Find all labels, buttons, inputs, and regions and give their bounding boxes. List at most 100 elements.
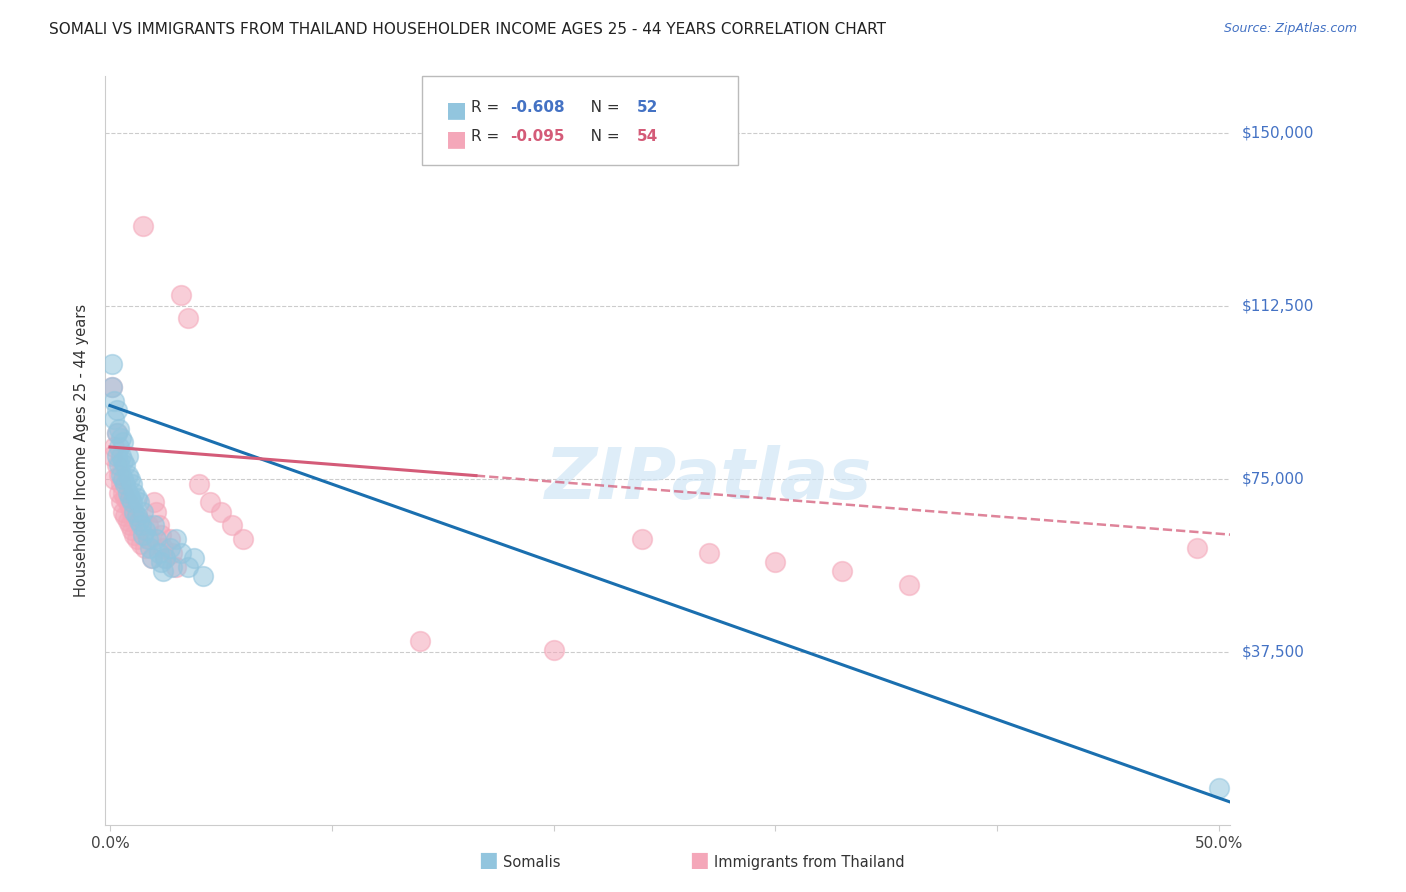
Point	[165, 533, 187, 547]
Text: $112,500: $112,500	[1241, 299, 1313, 314]
Point	[118, 518, 141, 533]
Point	[191, 569, 214, 583]
Point	[409, 633, 432, 648]
Point	[121, 504, 143, 518]
Text: $150,000: $150,000	[1241, 126, 1313, 141]
Point	[139, 533, 162, 547]
Point	[103, 440, 125, 454]
Point	[1208, 781, 1230, 796]
Point	[124, 527, 146, 541]
Point	[136, 518, 159, 533]
Text: $75,000: $75,000	[1241, 472, 1305, 487]
Point	[121, 495, 143, 509]
Point	[107, 458, 129, 473]
Point	[105, 403, 128, 417]
Point	[198, 495, 221, 509]
Point	[101, 449, 124, 463]
Point	[105, 458, 128, 473]
Point	[117, 449, 139, 463]
Point	[187, 476, 209, 491]
Point	[118, 491, 141, 505]
Point	[125, 509, 148, 524]
Text: $37,500: $37,500	[1241, 645, 1305, 660]
Point	[105, 426, 128, 441]
Text: ZIPatlas: ZIPatlas	[546, 445, 873, 514]
Point	[101, 357, 124, 371]
Text: Immigrants from Thailand: Immigrants from Thailand	[714, 855, 905, 870]
Point	[149, 527, 172, 541]
Point	[129, 537, 152, 551]
Point	[232, 533, 254, 547]
Point	[105, 426, 128, 441]
Point	[114, 491, 136, 505]
Point	[143, 495, 166, 509]
Point	[125, 509, 148, 524]
Text: -0.095: -0.095	[510, 129, 565, 145]
Point	[148, 518, 170, 533]
Point	[110, 467, 132, 482]
Point	[114, 509, 136, 524]
Point	[141, 550, 163, 565]
Point	[145, 504, 167, 518]
Point	[110, 449, 132, 463]
Point	[155, 550, 177, 565]
Text: N =: N =	[576, 129, 624, 145]
Point	[121, 476, 143, 491]
Point	[631, 533, 654, 547]
Point	[117, 514, 139, 528]
Point	[152, 565, 174, 579]
Point	[117, 486, 139, 500]
Point	[129, 518, 152, 533]
Text: ■: ■	[478, 850, 498, 870]
Point	[112, 454, 135, 468]
Point	[183, 550, 205, 565]
Point	[543, 643, 565, 657]
Point	[170, 288, 193, 302]
Point	[112, 504, 135, 518]
Text: Source: ZipAtlas.com: Source: ZipAtlas.com	[1223, 22, 1357, 36]
Point	[152, 541, 174, 556]
Point	[176, 560, 198, 574]
Text: R =: R =	[471, 129, 505, 145]
Point	[117, 467, 139, 482]
Point	[697, 546, 720, 560]
Point	[831, 565, 853, 579]
Y-axis label: Householder Income Ages 25 - 44 years: Householder Income Ages 25 - 44 years	[75, 304, 90, 597]
Point	[139, 541, 162, 556]
Point	[107, 440, 129, 454]
Text: SOMALI VS IMMIGRANTS FROM THAILAND HOUSEHOLDER INCOME AGES 25 - 44 YEARS CORRELA: SOMALI VS IMMIGRANTS FROM THAILAND HOUSE…	[49, 22, 886, 37]
Point	[141, 550, 163, 565]
Point	[128, 514, 150, 528]
Point	[176, 310, 198, 325]
Point	[112, 486, 135, 500]
Text: ■: ■	[446, 129, 467, 149]
Point	[124, 504, 146, 518]
Point	[110, 476, 132, 491]
Text: ■: ■	[689, 850, 709, 870]
Point	[114, 458, 136, 473]
Point	[221, 518, 243, 533]
Point	[132, 527, 155, 541]
Point	[103, 393, 125, 408]
Point	[209, 504, 232, 518]
Point	[159, 541, 181, 556]
Point	[132, 504, 155, 518]
Point	[160, 560, 183, 574]
Point	[121, 523, 143, 537]
Point	[112, 435, 135, 450]
Point	[110, 495, 132, 509]
Point	[112, 472, 135, 486]
Point	[114, 476, 136, 491]
Point	[128, 495, 150, 509]
Point	[134, 541, 156, 556]
Point	[143, 518, 166, 533]
Point	[155, 550, 177, 565]
Point	[136, 533, 159, 547]
Point	[765, 555, 787, 569]
Point	[118, 472, 141, 486]
Point	[134, 523, 156, 537]
Point	[132, 219, 155, 233]
Point	[1185, 541, 1208, 556]
Point	[897, 578, 920, 592]
Point	[128, 514, 150, 528]
